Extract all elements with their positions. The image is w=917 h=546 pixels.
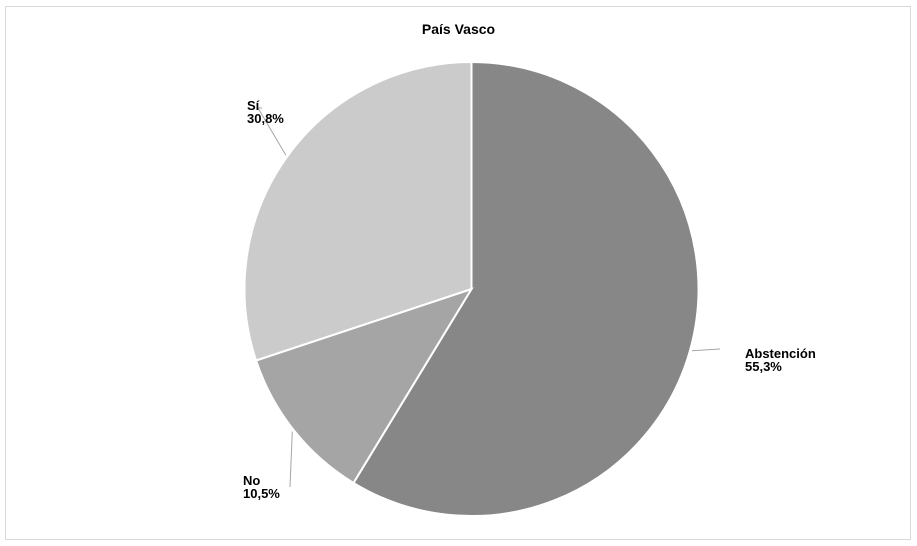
- data-label-category-1: No: [243, 473, 260, 488]
- data-label-percent-0: 55,3%: [745, 359, 782, 374]
- data-label-percent-2: 30,8%: [247, 111, 284, 126]
- data-label-category-2: Sí: [247, 98, 260, 113]
- data-label-0: Abstención 55,3%: [745, 346, 816, 374]
- pie-slices: [243, 60, 700, 517]
- leader-line-0: [691, 348, 721, 352]
- pie-slice-0: [352, 60, 700, 517]
- data-label-category-0: Abstención: [745, 346, 816, 361]
- pie-slice-1: [254, 287, 474, 485]
- chart-title: País Vasco: [421, 21, 496, 37]
- leader-lines: [257, 107, 721, 488]
- slice-labels: Abstención 55,3% No 10,5% Sí 30,8%: [243, 98, 816, 501]
- leader-line-1: [289, 431, 293, 488]
- data-label-percent-1: 10,5%: [243, 486, 280, 501]
- data-label-2: Sí 30,8%: [247, 98, 284, 126]
- leader-line-2: [257, 107, 287, 156]
- pie-slice-2: [243, 60, 473, 362]
- data-label-1: No 10,5%: [243, 473, 280, 501]
